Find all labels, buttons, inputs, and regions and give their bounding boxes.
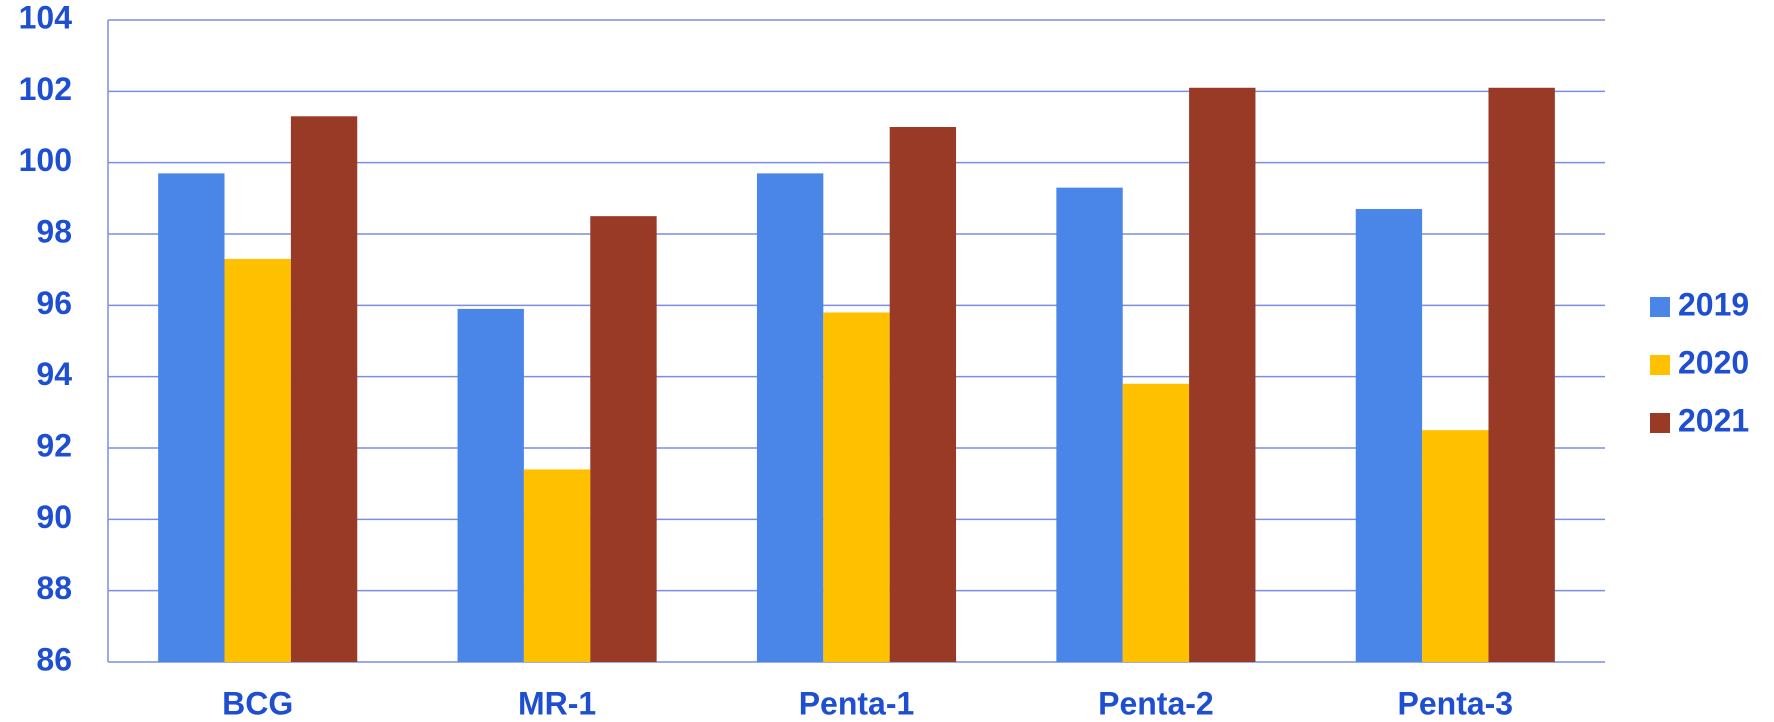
legend-swatch <box>1650 355 1670 375</box>
bar <box>1056 187 1123 662</box>
y-tick-label: 98 <box>36 213 72 249</box>
bar <box>224 258 291 662</box>
bar <box>1422 430 1489 662</box>
x-tick-label: Penta-1 <box>799 685 915 721</box>
x-tick-label: MR-1 <box>518 685 596 721</box>
bar <box>457 308 524 662</box>
bar <box>1122 383 1190 662</box>
y-tick-label: 94 <box>36 356 72 392</box>
bar <box>590 216 657 662</box>
y-tick-label: 96 <box>36 285 72 321</box>
y-tick-label: 104 <box>19 0 73 35</box>
bar <box>1189 87 1256 663</box>
bar <box>1355 209 1423 663</box>
y-tick-label: 100 <box>19 142 72 178</box>
bar <box>523 469 591 662</box>
legend-swatch <box>1650 297 1670 317</box>
bar <box>756 173 824 662</box>
legend-label: 2021 <box>1678 402 1749 438</box>
bar <box>889 127 957 662</box>
y-tick-label: 86 <box>36 641 72 677</box>
legend-label: 2020 <box>1678 344 1749 380</box>
x-tick-label: BCG <box>222 685 293 721</box>
x-tick-label: Penta-2 <box>1098 685 1214 721</box>
y-tick-label: 92 <box>36 427 72 463</box>
bar <box>158 173 225 662</box>
bar <box>290 116 358 663</box>
bar <box>823 312 890 662</box>
x-tick-label: Penta-3 <box>1398 685 1514 721</box>
legend-label: 2019 <box>1678 286 1749 322</box>
y-tick-label: 88 <box>36 570 72 606</box>
y-tick-label: 90 <box>36 499 72 535</box>
bar <box>1488 87 1555 663</box>
y-tick-label: 102 <box>19 71 72 107</box>
legend-swatch <box>1650 413 1670 433</box>
